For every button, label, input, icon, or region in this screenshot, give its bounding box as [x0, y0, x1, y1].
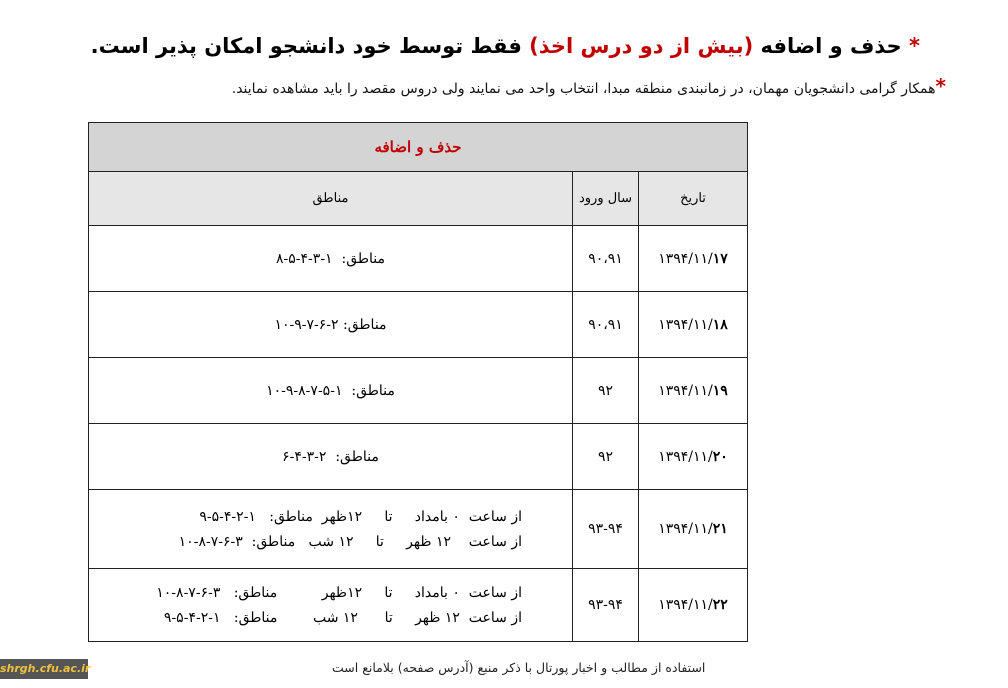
zone-line: از ساعت ۰ بامداد تا ۱۲ظهر مناطق: ۳-۶-۷-۸…: [156, 584, 522, 601]
date-cell: ۱۳۹۴/۱۱/۲۰: [638, 423, 748, 490]
zone-line: مناطق: ۲-۶-۷-۹-۱۰: [274, 316, 387, 333]
schedule-table: حذف و اضافه تاریخ سال ورود مناطق ۱۳۹۴/۱۱…: [88, 122, 748, 642]
date-cell: ۱۳۹۴/۱۱/۱۷: [638, 225, 748, 292]
page-title: * حذف و اضافه (بیش از دو درس اخذ) فقط تو…: [91, 34, 920, 58]
date-cell: ۱۳۹۴/۱۱/۲۲: [638, 568, 748, 642]
column-header-year: سال ورود: [572, 171, 639, 226]
zones-cell: مناطق: ۱-۵-۷-۸-۹-۱۰: [88, 357, 573, 424]
zones-cell: مناطق: ۲-۶-۷-۹-۱۰: [88, 291, 573, 358]
entry-year-cell: ۹۰،۹۱: [572, 225, 639, 292]
date-cell: ۱۳۹۴/۱۱/۱۸: [638, 291, 748, 358]
zones-cell: از ساعت ۰ بامداد تا ۱۲ظهر مناطق: ۳-۶-۷-۸…: [88, 568, 573, 642]
zone-line: مناطق: ۱-۳-۴-۵-۸: [275, 250, 386, 267]
column-header-zones: مناطق: [88, 171, 573, 226]
entry-year-cell: ۹۳-۹۴: [572, 568, 639, 642]
zones-cell: مناطق: ۲-۳-۴-۶: [88, 423, 573, 490]
title-part-1: حذف و اضافه: [753, 34, 902, 58]
zone-line: مناطق: ۲-۳-۴-۶: [282, 448, 379, 465]
zone-line: از ساعت ۰ بامداد تا ۱۲ظهر مناطق: ۱-۲-۴-۵…: [199, 508, 522, 525]
entry-year-cell: ۹۲: [572, 423, 639, 490]
table-row: ۱۳۹۴/۱۱/۱۹ ۹۲ مناطق: ۱-۵-۷-۸-۹-۱۰: [88, 357, 748, 424]
date-cell: ۱۳۹۴/۱۱/۲۱: [638, 489, 748, 569]
title-highlight: (بیش از دو درس اخذ): [529, 34, 754, 58]
zone-line: از ساعت ۱۲ ظهر تا ۱۲ شب مناطق: ۱-۲-۴-۵-۹: [163, 609, 522, 626]
footer-note: استفاده از مطالب و اخبار پورتال با ذکر م…: [332, 660, 706, 675]
zone-line: مناطق: ۱-۵-۷-۸-۹-۱۰: [266, 382, 395, 399]
table-row: ۱۳۹۴/۱۱/۲۱ ۹۳-۹۴ از ساعت ۰ بامداد تا ۱۲ظهر…: [88, 489, 748, 569]
table-caption: حذف و اضافه: [88, 122, 748, 172]
entry-year-cell: ۹۲: [572, 357, 639, 424]
entry-year-cell: ۹۰،۹۱: [572, 291, 639, 358]
note-text: همکار گرامی دانشجویان مهمان، در زمانبندی…: [231, 81, 936, 97]
column-header-date: تاریخ: [638, 171, 748, 226]
asterisk: *: [909, 34, 920, 58]
asterisk: *: [935, 74, 946, 98]
zone-line: از ساعت ۱۲ ظهر تا ۱۲ شب مناطق: ۳-۶-۷-۸-۱…: [178, 533, 522, 550]
table-row: ۱۳۹۴/۱۱/۲۲ ۹۳-۹۴ از ساعت ۰ بامداد تا ۱۲ظهر…: [88, 568, 748, 642]
watermark-logo: shrgh.cfu.ac.ir: [0, 659, 90, 679]
title-part-2: فقط توسط خود دانشجو امکان پذیر است.: [90, 34, 530, 58]
table-row: ۱۳۹۴/۱۱/۲۰ ۹۲ مناطق: ۲-۳-۴-۶: [88, 423, 748, 490]
guest-student-note: *همکار گرامی دانشجویان مهمان، در زمانبند…: [232, 74, 946, 98]
table-row: ۱۳۹۴/۱۱/۱۸ ۹۰،۹۱ مناطق: ۲-۶-۷-۹-۱۰: [88, 291, 748, 358]
zones-cell: از ساعت ۰ بامداد تا ۱۲ظهر مناطق: ۱-۲-۴-۵…: [88, 489, 573, 569]
table-row: ۱۳۹۴/۱۱/۱۷ ۹۰،۹۱ مناطق: ۱-۳-۴-۵-۸: [88, 225, 748, 292]
date-cell: ۱۳۹۴/۱۱/۱۹: [638, 357, 748, 424]
zones-cell: مناطق: ۱-۳-۴-۵-۸: [88, 225, 573, 292]
entry-year-cell: ۹۳-۹۴: [572, 489, 639, 569]
